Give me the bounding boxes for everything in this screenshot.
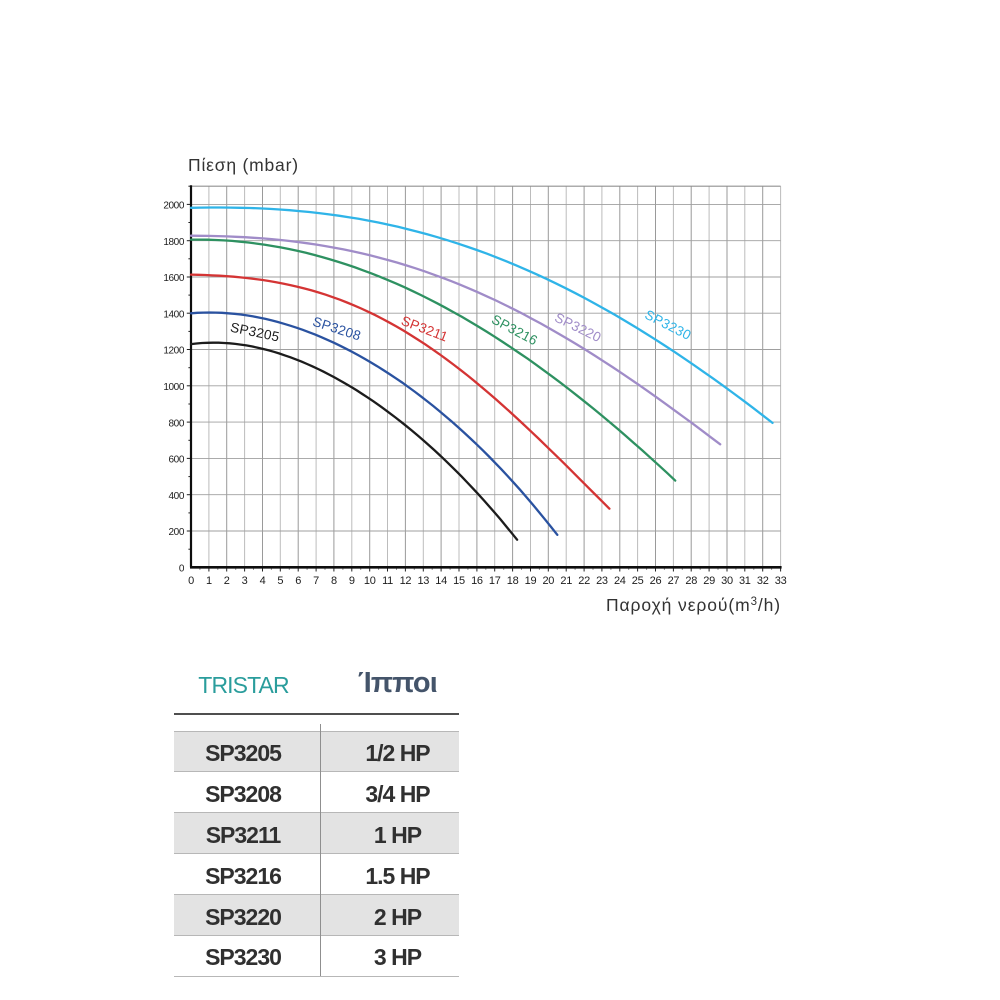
svg-text:18: 18 — [507, 575, 519, 587]
svg-text:33: 33 — [775, 575, 787, 587]
svg-text:1: 1 — [206, 575, 212, 587]
svg-text:29: 29 — [703, 575, 715, 587]
svg-text:11: 11 — [382, 575, 393, 587]
svg-text:5: 5 — [277, 575, 283, 587]
svg-text:9: 9 — [349, 575, 355, 587]
svg-text:10: 10 — [364, 575, 376, 587]
svg-text:SP3230: SP3230 — [642, 307, 693, 343]
svg-text:13: 13 — [417, 575, 429, 587]
svg-text:32: 32 — [757, 575, 769, 587]
svg-text:1800: 1800 — [163, 237, 184, 248]
svg-text:SP3211: SP3211 — [399, 313, 450, 345]
svg-text:17: 17 — [489, 575, 501, 587]
svg-text:6: 6 — [295, 575, 301, 587]
svg-text:SP3216: SP3216 — [489, 312, 540, 349]
svg-text:Παροχή νερού(m3/h): Παροχή νερού(m3/h) — [606, 595, 781, 615]
svg-text:1600: 1600 — [163, 273, 184, 284]
svg-text:31: 31 — [739, 575, 751, 587]
svg-text:7: 7 — [313, 575, 319, 587]
svg-text:Πίεση (mbar): Πίεση (mbar) — [188, 155, 299, 175]
svg-text:1200: 1200 — [163, 346, 184, 357]
svg-text:2000: 2000 — [163, 201, 184, 212]
svg-text:21: 21 — [560, 575, 572, 587]
svg-text:3: 3 — [242, 575, 248, 587]
svg-text:600: 600 — [169, 455, 185, 466]
svg-text:28: 28 — [685, 575, 697, 587]
svg-text:16: 16 — [471, 575, 483, 587]
svg-text:200: 200 — [169, 527, 185, 538]
svg-text:15: 15 — [453, 575, 465, 587]
svg-text:SP3220: SP3220 — [552, 310, 603, 345]
svg-text:1400: 1400 — [163, 309, 184, 320]
svg-text:1000: 1000 — [163, 382, 184, 393]
svg-text:25: 25 — [632, 575, 644, 587]
svg-text:2: 2 — [224, 575, 230, 587]
svg-text:14: 14 — [435, 575, 447, 587]
svg-text:19: 19 — [525, 575, 537, 587]
svg-text:12: 12 — [400, 575, 412, 587]
svg-text:23: 23 — [596, 575, 608, 587]
svg-text:4: 4 — [260, 575, 266, 587]
svg-text:26: 26 — [650, 575, 662, 587]
svg-text:27: 27 — [668, 575, 680, 587]
svg-text:20: 20 — [542, 575, 554, 587]
svg-text:0: 0 — [188, 575, 194, 587]
svg-text:SP3205: SP3205 — [229, 320, 281, 345]
svg-text:400: 400 — [169, 491, 185, 502]
svg-text:0: 0 — [179, 564, 185, 575]
svg-text:800: 800 — [169, 418, 185, 429]
svg-text:8: 8 — [331, 575, 337, 587]
svg-text:30: 30 — [721, 575, 733, 587]
svg-text:22: 22 — [578, 575, 590, 587]
svg-text:SP3208: SP3208 — [311, 314, 363, 344]
svg-text:24: 24 — [614, 575, 626, 587]
